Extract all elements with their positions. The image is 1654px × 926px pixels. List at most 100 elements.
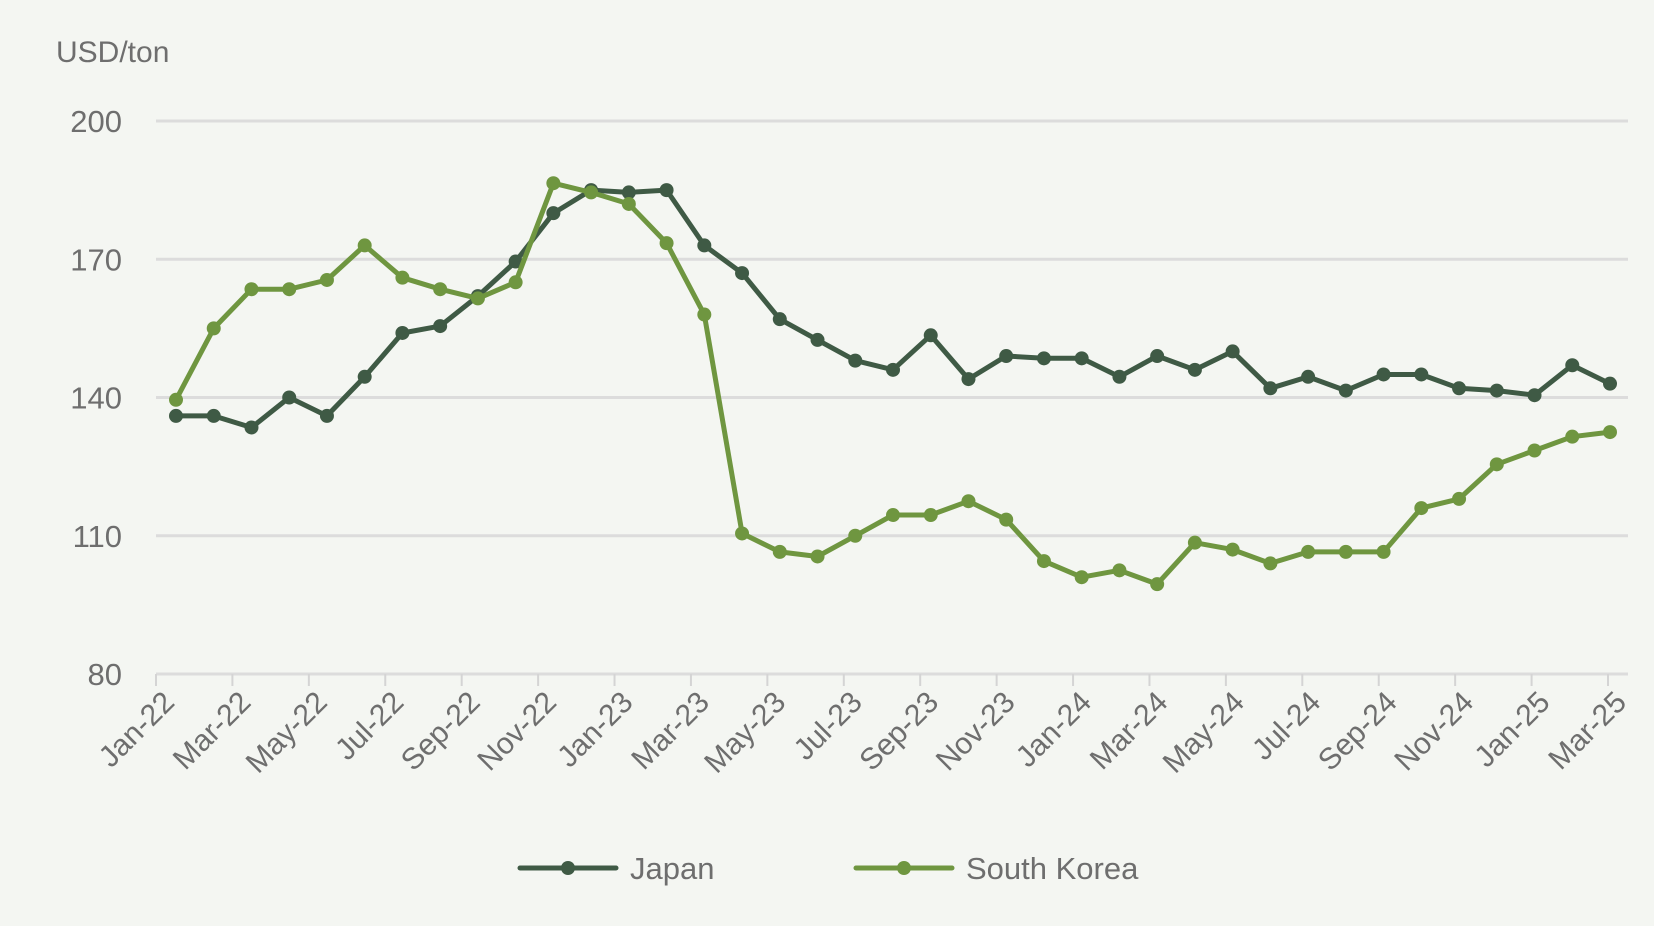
x-tick-label-nov-22: Nov-22 <box>471 686 563 778</box>
grid-lines <box>156 119 1628 676</box>
y-axis-tick-labels: 80 110 140 170 200 <box>70 104 122 692</box>
x-tick-label-jan-25: Jan-25 <box>1468 686 1556 774</box>
data-point-south-korea-nov-24 <box>1452 491 1467 506</box>
y-tick-label-170: 170 <box>70 242 122 277</box>
series-layer <box>169 176 1617 592</box>
data-point-south-korea-apr-23 <box>735 526 750 541</box>
data-point-japan-jan-24 <box>1074 351 1089 366</box>
y-tick-label-80: 80 <box>88 657 122 692</box>
data-point-south-korea-jan-22 <box>169 392 183 407</box>
data-point-south-korea-jul-22 <box>395 270 410 285</box>
data-point-japan-feb-24 <box>1112 369 1127 384</box>
data-point-japan-oct-22 <box>508 254 523 269</box>
x-tick-label-may-22: May-22 <box>240 686 334 780</box>
data-point-south-korea-aug-22 <box>433 282 448 297</box>
data-point-japan-aug-23 <box>886 362 900 377</box>
data-point-south-korea-jul-24 <box>1301 544 1316 559</box>
data-point-south-korea-feb-25 <box>1565 429 1580 444</box>
data-point-south-korea-jul-23 <box>848 528 863 543</box>
data-point-japan-may-22 <box>319 408 334 423</box>
data-point-japan-oct-23 <box>961 372 976 387</box>
legend-item-japan: Japan <box>517 851 714 886</box>
legend: Japan South Korea <box>517 851 1139 886</box>
data-point-japan-dec-23 <box>1036 351 1051 366</box>
x-tick-label-sep-23: Sep-23 <box>853 686 945 778</box>
x-tick-label-may-23: May-23 <box>698 686 792 780</box>
data-point-south-korea-oct-23 <box>961 494 976 509</box>
x-tick-label-jan-23: Jan-23 <box>551 686 639 774</box>
data-point-japan-nov-23 <box>999 349 1014 364</box>
data-point-japan-feb-22 <box>206 408 221 423</box>
data-point-south-korea-jan-25 <box>1527 443 1542 458</box>
data-point-japan-apr-23 <box>735 266 750 281</box>
data-point-japan-feb-25 <box>1565 358 1580 373</box>
data-point-japan-jan-22 <box>169 408 183 423</box>
data-point-south-korea-jan-23 <box>621 196 636 211</box>
data-point-south-korea-nov-23 <box>999 512 1014 527</box>
x-axis <box>155 674 1609 686</box>
data-point-south-korea-sep-22 <box>470 291 485 306</box>
legend-label-south-korea: South Korea <box>966 851 1139 886</box>
x-axis-tick-labels: Jan-22Mar-22May-22Jul-22Sep-22Nov-22Jan-… <box>93 686 1633 780</box>
data-point-south-korea-dec-23 <box>1036 554 1051 569</box>
y-tick-label-200: 200 <box>70 104 122 139</box>
data-point-japan-jan-25 <box>1527 388 1542 403</box>
legend-item-south-korea: South Korea <box>853 851 1139 886</box>
y-axis-unit-label: USD/ton <box>56 36 169 69</box>
data-point-south-korea-sep-24 <box>1376 544 1391 559</box>
data-point-south-korea-apr-22 <box>282 282 297 297</box>
data-point-japan-apr-24 <box>1187 362 1202 377</box>
data-point-south-korea-may-24 <box>1225 542 1240 557</box>
data-point-south-korea-jun-22 <box>357 238 372 253</box>
data-point-japan-sep-24 <box>1376 367 1391 382</box>
data-point-south-korea-feb-22 <box>206 321 221 336</box>
y-tick-label-140: 140 <box>70 381 122 416</box>
data-point-south-korea-jun-23 <box>810 549 825 564</box>
x-tick-label-sep-22: Sep-22 <box>395 686 487 778</box>
x-tick-label-mar-22: Mar-22 <box>167 686 258 777</box>
data-point-south-korea-jan-24 <box>1074 570 1089 585</box>
data-point-south-korea-dec-22 <box>584 185 599 200</box>
data-point-south-korea-jun-24 <box>1263 556 1278 571</box>
data-point-south-korea-aug-24 <box>1338 544 1353 559</box>
data-point-japan-jun-24 <box>1263 381 1278 396</box>
data-point-south-korea-feb-24 <box>1112 563 1127 578</box>
data-point-south-korea-may-23 <box>772 544 787 559</box>
data-point-south-korea-mar-22 <box>244 282 259 297</box>
data-point-south-korea-aug-23 <box>886 508 900 523</box>
x-tick-label-nov-23: Nov-23 <box>930 686 1022 778</box>
data-point-japan-sep-23 <box>923 328 938 343</box>
x-tick-label-mar-25: Mar-25 <box>1542 686 1633 777</box>
data-point-south-korea-sep-23 <box>923 508 938 523</box>
data-point-south-korea-nov-22 <box>546 176 561 191</box>
data-point-japan-oct-24 <box>1414 367 1429 382</box>
data-point-japan-feb-23 <box>659 183 674 198</box>
data-point-south-korea-oct-24 <box>1414 501 1429 516</box>
legend-swatch-marker-japan <box>561 861 575 875</box>
data-point-japan-mar-24 <box>1150 349 1165 364</box>
data-point-japan-jan-23 <box>621 185 636 200</box>
data-point-japan-may-23 <box>772 312 787 327</box>
x-tick-label-mar-23: Mar-23 <box>625 686 716 777</box>
data-point-south-korea-mar-24 <box>1150 577 1165 592</box>
x-tick-label-may-24: May-24 <box>1157 686 1251 780</box>
data-point-japan-dec-24 <box>1489 383 1504 398</box>
data-point-south-korea-mar-23 <box>697 307 712 322</box>
series-line-japan <box>173 187 1613 430</box>
data-point-south-korea-may-22 <box>319 272 334 287</box>
series-south-korea <box>169 176 1617 592</box>
data-point-japan-jul-24 <box>1301 369 1316 384</box>
data-point-south-korea-apr-24 <box>1187 535 1202 550</box>
data-point-japan-aug-22 <box>433 319 448 334</box>
data-point-japan-may-24 <box>1225 344 1240 359</box>
x-tick-label-jan-22: Jan-22 <box>93 686 181 774</box>
x-tick-label-sep-24: Sep-24 <box>1312 686 1404 778</box>
data-point-south-korea-feb-23 <box>659 236 674 251</box>
y-tick-label-110: 110 <box>73 519 122 554</box>
data-point-japan-nov-22 <box>546 206 561 221</box>
x-tick-label-nov-24: Nov-24 <box>1388 686 1480 778</box>
data-point-japan-mar-23 <box>697 238 712 253</box>
data-point-japan-mar-25 <box>1603 376 1617 391</box>
